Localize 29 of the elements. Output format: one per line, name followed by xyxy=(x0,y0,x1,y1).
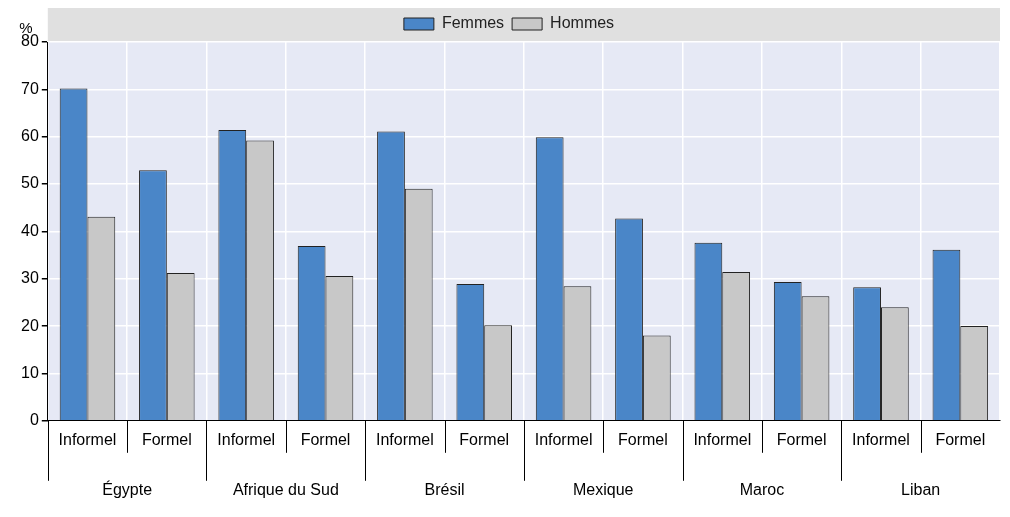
x-tick-label: Informel xyxy=(534,430,593,448)
x-tick-label: Formel xyxy=(141,430,192,448)
y-tick-label: 30 xyxy=(21,269,39,287)
x-tick-label: Formel xyxy=(776,430,827,448)
y-tick-label: 80 xyxy=(21,32,39,50)
x-tick-label: Informel xyxy=(852,430,910,448)
text: Brésil xyxy=(424,481,465,499)
text: Liban xyxy=(901,481,941,499)
y-tick-label: 10 xyxy=(21,363,39,381)
y-tick-label: 40 xyxy=(21,221,39,239)
y-tick-label: 60 xyxy=(21,127,39,145)
x-tick-label: Formel xyxy=(459,430,510,448)
text: Maroc xyxy=(739,481,785,499)
x-tick-label: Informel xyxy=(217,430,276,448)
x-tick-label: Informel xyxy=(58,430,117,448)
y-tick-label: 20 xyxy=(21,316,39,334)
text: Afrique du Sud xyxy=(232,481,339,499)
x-tick-label: Formel xyxy=(935,430,986,448)
y-tick-label: 50 xyxy=(21,174,39,192)
text: Égypte xyxy=(102,480,153,499)
x-tick-label: Formel xyxy=(618,430,668,448)
text: Mexique xyxy=(573,481,634,499)
x-tick-label: Informel xyxy=(693,430,752,448)
x-tick-label: Informel xyxy=(375,430,434,448)
y-tick-label: 70 xyxy=(21,79,39,97)
legend-label: Femmes xyxy=(441,14,505,32)
x-tick-label: Formel xyxy=(300,430,351,448)
y-tick-label: 0 xyxy=(29,411,39,429)
legend-label: Hommes xyxy=(550,14,615,32)
